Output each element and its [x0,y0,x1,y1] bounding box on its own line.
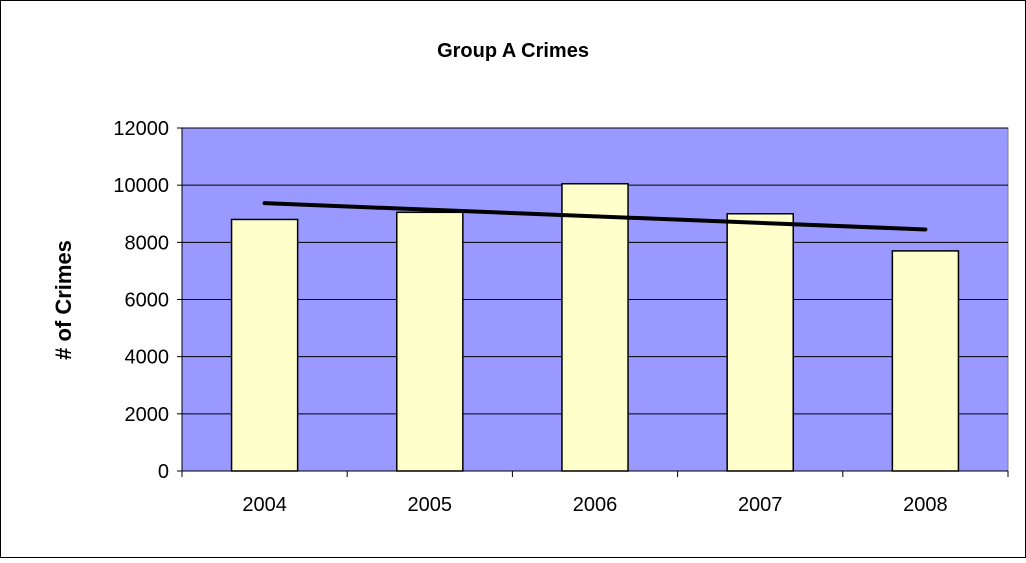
y-tick-label: 10000 [113,175,169,197]
y-tick-label: 2000 [125,404,170,426]
y-tick-label: 12000 [113,118,169,140]
y-tick-label: 4000 [125,347,170,369]
x-tick-label: 2007 [738,494,783,516]
y-tick-labels: 0 2000 4000 6000 8000 10000 12000 [113,118,169,483]
chart-title: Group A Crimes [437,40,589,62]
y-tick-label: 6000 [125,290,170,312]
bar-2008 [891,250,960,472]
x-tick-label: 2008 [903,494,948,516]
y-axis-label: # of Crimes [51,240,76,360]
y-tick-label: 8000 [125,232,170,254]
x-tick-labels: 2004 2005 2006 2007 2008 [242,494,947,516]
x-tick-label: 2004 [242,494,287,516]
bar-2007 [726,213,794,472]
axes [177,127,1009,477]
y-tick-label: 0 [158,461,169,483]
bar-2004 [230,218,299,472]
x-tick-label: 2005 [408,494,453,516]
trendline [262,201,928,232]
bar-2006 [561,182,629,472]
x-tick-label: 2006 [573,494,618,516]
bar-2005 [396,211,464,472]
trendline-layer [262,201,928,232]
bars [230,182,960,472]
